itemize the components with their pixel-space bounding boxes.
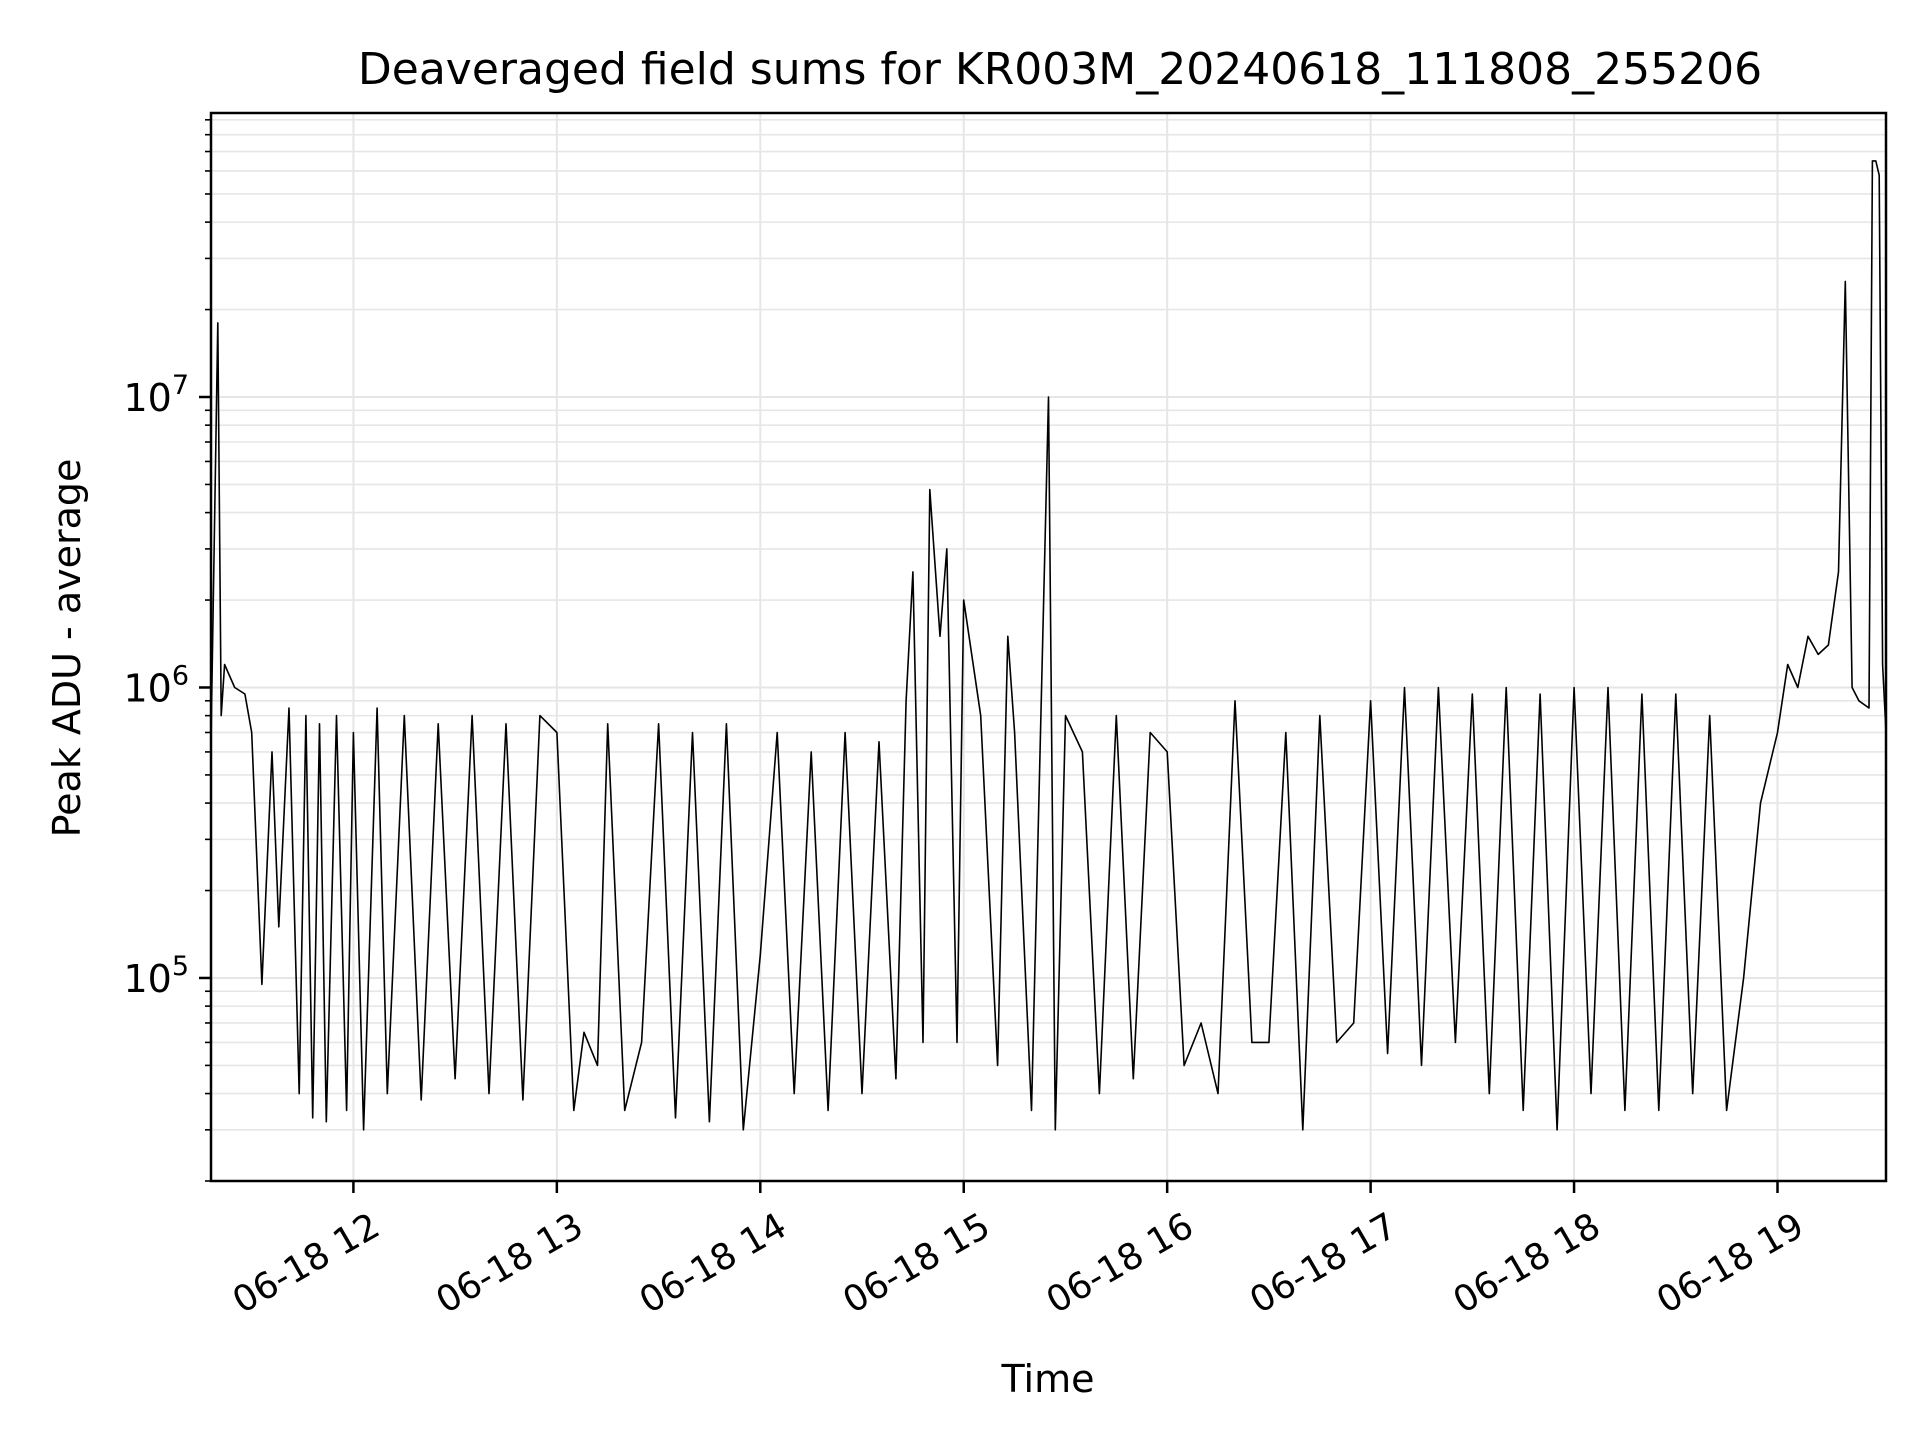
y-tick-label: 106 <box>123 660 189 710</box>
plot-frame <box>209 111 1888 1183</box>
y-tick-label: 107 <box>123 370 189 420</box>
y-axis-label: Peak ADU - average <box>45 459 89 838</box>
x-axis-label: Time <box>1001 1357 1095 1401</box>
series-line <box>210 160 1887 1131</box>
chart-title: Deaveraged field sums for KR003M_2024061… <box>358 44 1762 95</box>
y-tick-label: 105 <box>123 951 189 1001</box>
data-layer <box>210 160 1887 1131</box>
